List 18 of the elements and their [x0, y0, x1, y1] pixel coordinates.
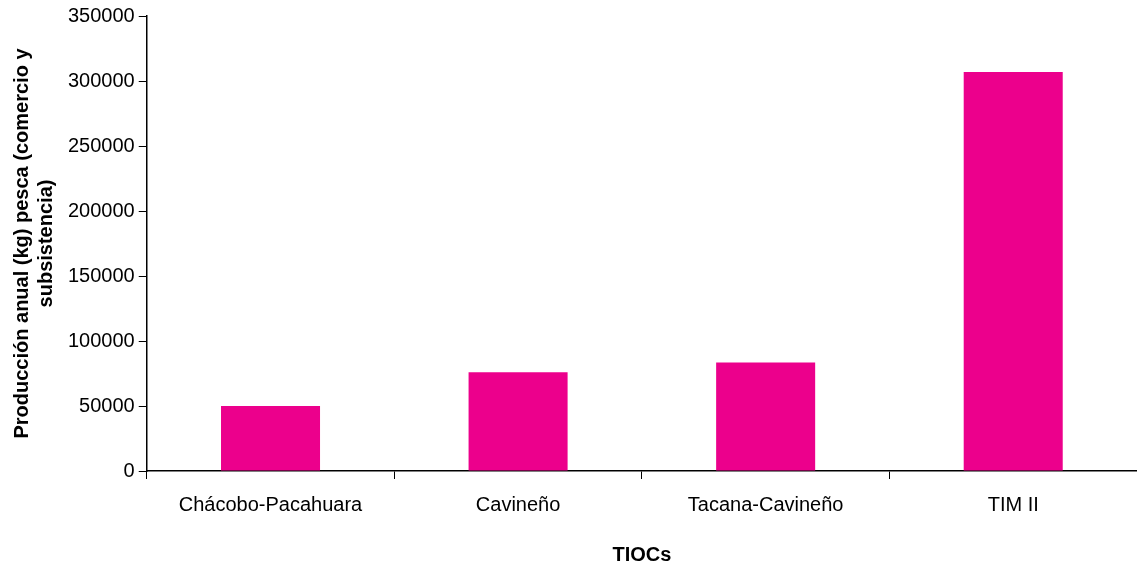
x-tick-label: Cavineño [475, 492, 561, 515]
bar [468, 372, 568, 471]
x-axis-title: TIOCs [612, 542, 672, 565]
y-tick-label: 100000 [67, 328, 135, 351]
y-tick-label: 300000 [67, 68, 135, 91]
x-tick-label: Tacana-Cavineño [687, 492, 844, 515]
y-tick-label: 50000 [79, 393, 135, 416]
y-tick-label: 350000 [67, 3, 135, 26]
y-tick-label: 250000 [67, 133, 135, 156]
y-tick-label: 0 [123, 458, 135, 481]
y-tick-label: 200000 [67, 198, 135, 221]
bar [716, 362, 816, 471]
bar [963, 71, 1063, 471]
bar [221, 406, 321, 471]
y-axis-title: Producción anual (kg) pesca (comercio y subsistencia) [9, 47, 56, 439]
x-tick-label: TIM II [987, 492, 1039, 515]
y-tick-label: 150000 [67, 263, 135, 286]
x-tick-label: Chácobo-Pacahuara [178, 492, 364, 515]
